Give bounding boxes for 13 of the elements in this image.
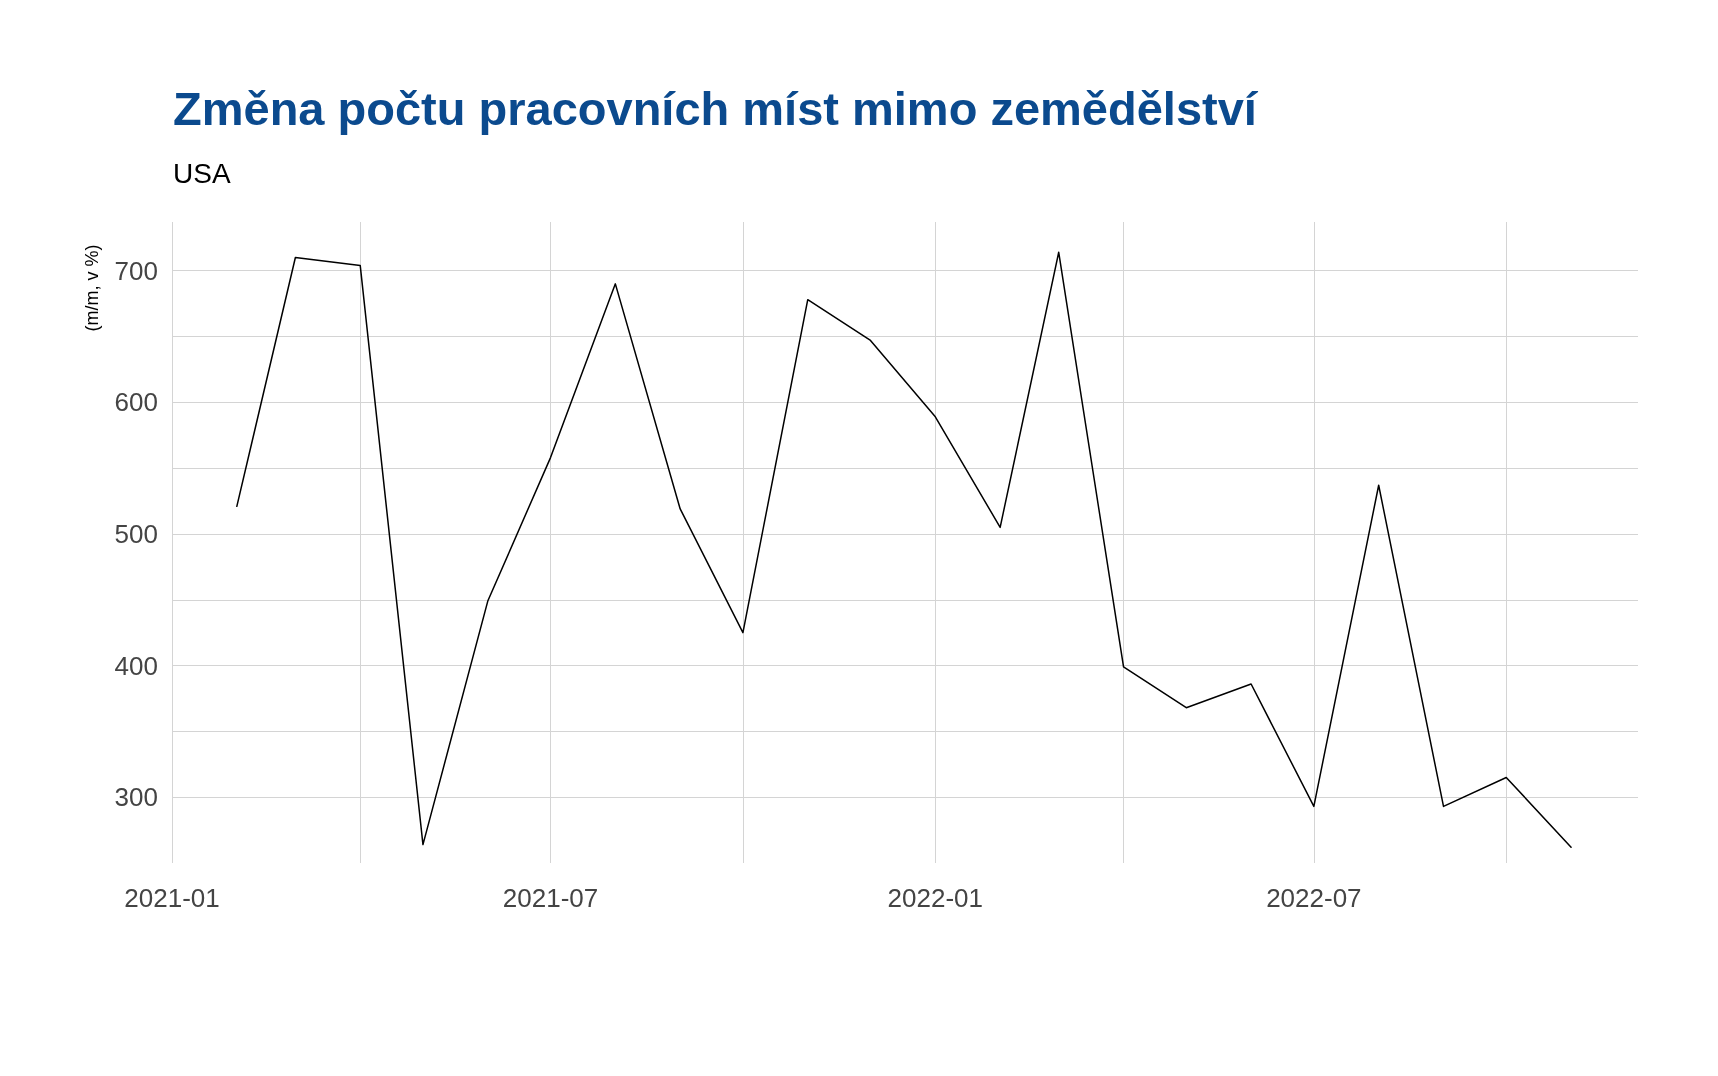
y-tick-label: 300 — [114, 782, 158, 813]
x-tick-label: 2021-01 — [124, 883, 220, 913]
x-tick-label: 2022-07 — [1266, 883, 1362, 913]
chart-subtitle: USA — [173, 157, 231, 189]
y-tick-label: 400 — [114, 650, 158, 681]
y-tick-label: 700 — [114, 255, 158, 286]
y-tick-label: 500 — [114, 518, 158, 549]
y-tick-label: 600 — [114, 387, 158, 418]
chart-title: Změna počtu pracovních míst mimo zemědělství — [173, 82, 1259, 135]
x-tick-label: 2021-07 — [502, 883, 599, 913]
y-axis-title: (m/m, v %) — [82, 244, 102, 332]
x-tick-label: 2022-01 — [887, 883, 984, 913]
line-series — [236, 251, 1572, 848]
